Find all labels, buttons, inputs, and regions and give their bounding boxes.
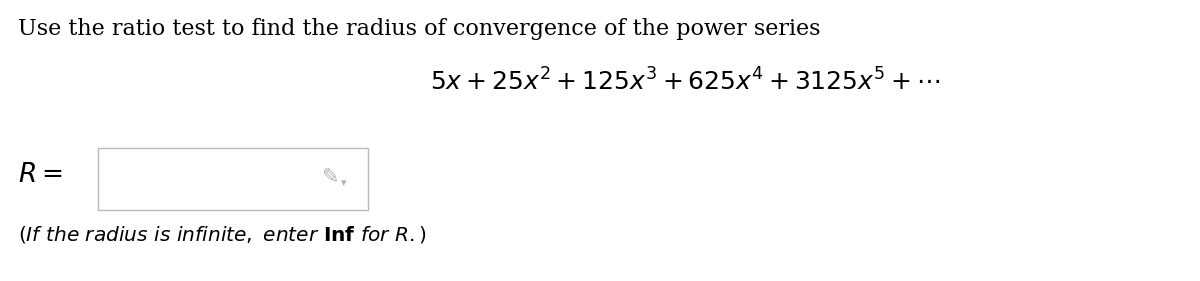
- Text: $R = $: $R = $: [18, 162, 62, 188]
- Text: ✎: ✎: [322, 167, 338, 187]
- Text: $5x + 25x^2 + 125x^3 + 625x^4 + 3125x^5 + \cdots$: $5x + 25x^2 + 125x^3 + 625x^4 + 3125x^5 …: [430, 68, 940, 95]
- Text: $(\mathit{If\ the\ radius\ is\ infinite,\ enter\ }\mathbf{Inf}\mathit{\ for\ R.}: $(\mathit{If\ the\ radius\ is\ infinite,…: [18, 224, 427, 245]
- Text: Use the ratio test to find the radius of convergence of the power series: Use the ratio test to find the radius of…: [18, 18, 821, 40]
- Text: ▾: ▾: [341, 178, 347, 188]
- Bar: [98, 148, 368, 210]
